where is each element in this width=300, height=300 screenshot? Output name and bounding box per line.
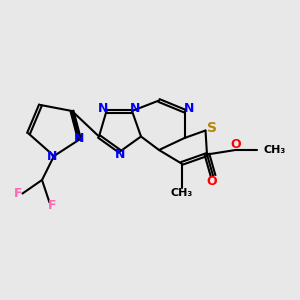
Text: N: N [47,149,58,163]
Text: O: O [230,137,241,151]
Text: F: F [14,187,22,200]
Text: N: N [74,131,85,145]
Text: N: N [130,101,140,115]
Text: CH₃: CH₃ [170,188,193,199]
Text: O: O [206,175,217,188]
Text: CH₃: CH₃ [264,145,286,155]
Text: S: S [206,121,217,134]
Text: N: N [115,148,125,161]
Text: N: N [184,101,194,115]
Text: F: F [48,199,57,212]
Text: N: N [98,101,109,115]
